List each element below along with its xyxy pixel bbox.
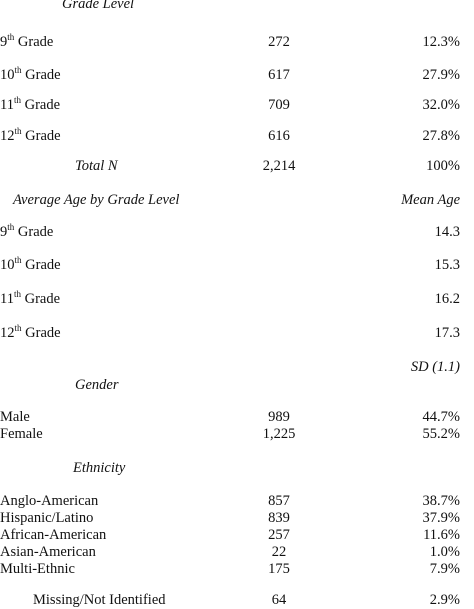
grade-row-pct: 27.9%: [422, 67, 460, 83]
age-row-mean: 16.2: [434, 291, 460, 307]
gender-row-pct: 55.2%: [422, 426, 460, 442]
grade-row-n: 709: [268, 97, 290, 113]
gender-row-label: Male: [0, 409, 30, 425]
ethnicity-row-label: Anglo-American: [0, 493, 99, 509]
ethnicity-row-label: Multi-Ethnic: [0, 561, 75, 577]
grade-row-pct: 27.8%: [422, 128, 460, 144]
ethnicity-row-label: African-American: [0, 527, 107, 543]
total-n-pct: 100%: [426, 158, 460, 174]
grade-row-label: 11th Grade: [0, 95, 61, 113]
average-age-heading: Average Age by Grade Level: [13, 192, 180, 208]
ethnicity-row-label: Asian-American: [0, 544, 96, 560]
age-row-label: 9th Grade: [0, 222, 54, 240]
gender-row-pct: 44.7%: [422, 409, 460, 425]
total-n-label: Total N: [75, 158, 118, 174]
age-row-label: 12th Grade: [0, 323, 61, 341]
gender-row-label: Female: [0, 426, 43, 442]
ethnicity-row-pct: 11.6%: [423, 527, 460, 543]
mean-age-heading: Mean Age: [401, 192, 460, 208]
age-row-mean: 15.3: [434, 257, 460, 273]
missing-n: 64: [271, 592, 287, 608]
age-row-mean: 14.3: [434, 224, 460, 240]
gender-row-n: 1,225: [262, 426, 296, 442]
grade-row-pct: 12.3%: [422, 34, 460, 50]
gender-row-n: 989: [268, 409, 290, 425]
grade-row-n: 617: [268, 67, 290, 83]
age-row-mean: 17.3: [434, 325, 460, 341]
ethnicity-heading: Ethnicity: [73, 460, 126, 476]
ethnicity-row-pct: 37.9%: [422, 510, 460, 526]
ethnicity-row-n: 257: [268, 527, 290, 543]
ethnicity-row-pct: 38.7%: [422, 493, 460, 509]
ethnicity-row-n: 22: [271, 544, 287, 560]
sd-value: SD (1.1): [410, 359, 460, 375]
ethnicity-row-n: 175: [268, 561, 290, 577]
grade-row-pct: 32.0%: [422, 97, 460, 113]
grade-level-heading: Grade Level: [62, 0, 135, 12]
missing-pct: 2.9%: [429, 592, 460, 608]
missing-label: Missing/Not Identified: [33, 592, 166, 608]
age-row-label: 11th Grade: [0, 289, 61, 307]
grade-row-label: 10th Grade: [0, 65, 61, 83]
ethnicity-row-pct: 1.0%: [429, 544, 460, 560]
gender-heading: Gender: [75, 377, 119, 393]
ethnicity-row-pct: 7.9%: [429, 561, 460, 577]
total-n-value: 2,214: [262, 158, 296, 174]
grade-row-n: 616: [268, 128, 290, 144]
ethnicity-row-n: 839: [268, 510, 290, 526]
ethnicity-row-n: 857: [268, 493, 290, 509]
ethnicity-row-label: Hispanic/Latino: [0, 510, 94, 526]
age-row-label: 10th Grade: [0, 255, 61, 273]
grade-row-label: 12th Grade: [0, 126, 61, 144]
grade-row-label: 9th Grade: [0, 32, 54, 50]
grade-row-n: 272: [268, 34, 290, 50]
